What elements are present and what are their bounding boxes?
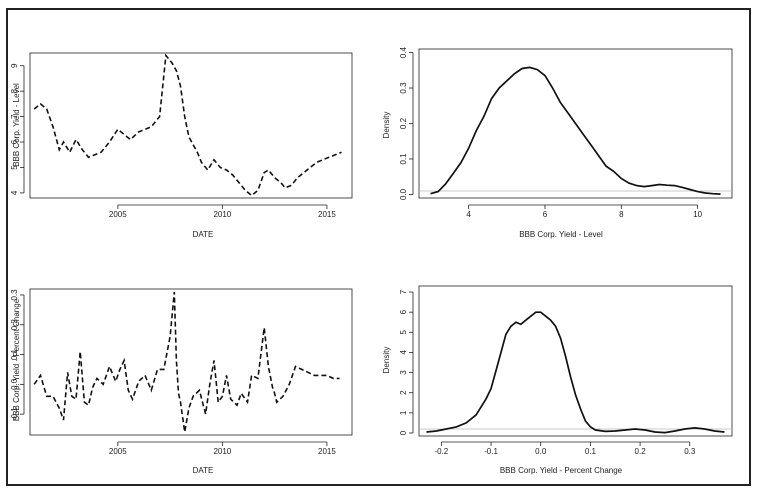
y-tick-label: 3 xyxy=(399,370,408,375)
y-axis: 0.0 0.1 0.2 0.3 0.4 xyxy=(399,46,414,200)
x-axis: -0.2 -0.1 0.0 0.1 0.2 0.3 xyxy=(434,441,696,456)
x-axis-label: BBB Corp. Yield - Level xyxy=(519,230,603,239)
y-axis: 4 5 6 7 8 9 xyxy=(10,63,25,195)
y-tick-label: 0.3 xyxy=(10,289,19,301)
y-tick-label: 5 xyxy=(399,330,408,335)
y-tick-label: 0 xyxy=(399,430,408,435)
series-line xyxy=(33,53,342,197)
x-axis-label: BBB Corp. Yield - Percent Change xyxy=(500,466,623,475)
y-tick-label: 0.0 xyxy=(399,188,408,200)
panel-pct-density: -0.2 -0.1 0.0 0.1 0.2 0.3 0 1 2 3 4 5 6 7 BBB Corp. … xyxy=(382,285,733,475)
x-tick-label: 6 xyxy=(543,210,548,219)
y-axis-label: Density xyxy=(382,347,391,374)
plot-box xyxy=(418,285,733,437)
panel-pct-timeseries: 2005 2010 2015 -0.1 0.0 0.1 0.2 0.3 DATE BBB C… xyxy=(10,288,353,475)
y-tick-label: 5 xyxy=(10,165,19,170)
y-tick-label: 4 xyxy=(10,190,19,195)
x-tick-label: 0.2 xyxy=(635,447,647,456)
x-axis: 4 6 8 10 xyxy=(466,204,703,219)
x-tick-label: 2010 xyxy=(213,210,231,219)
y-tick-label: 9 xyxy=(10,63,19,68)
y-tick-label: 2 xyxy=(399,390,408,395)
y-axis-label: BBB Corp. Yield - Percent Change xyxy=(12,298,21,421)
y-tick-label: 6 xyxy=(10,139,19,144)
series-line xyxy=(33,291,340,433)
x-tick-label: 0.3 xyxy=(684,447,696,456)
x-tick-label: 2005 xyxy=(109,447,127,456)
plot-box xyxy=(418,48,733,199)
y-tick-label: 7 xyxy=(10,114,19,119)
x-tick-label: 10 xyxy=(693,210,702,219)
x-tick-label: 0.0 xyxy=(535,447,547,456)
y-tick-label: 6 xyxy=(399,309,408,314)
y-tick-label: -0.1 xyxy=(10,407,19,421)
panel-level-timeseries: 2005 2010 2015 4 5 6 7 8 9 DATE BBB Corp. Yield… xyxy=(10,52,353,239)
y-tick-label: 4 xyxy=(399,350,408,355)
x-axis: 2005 2010 2015 xyxy=(109,204,336,219)
y-axis-label: Density xyxy=(382,112,391,139)
y-tick-label: 0.1 xyxy=(399,153,408,165)
y-tick-label: 7 xyxy=(399,289,408,294)
y-tick-label: 1 xyxy=(399,410,408,415)
x-axis: 2005 2010 2015 xyxy=(109,441,336,456)
y-tick-label: 0.1 xyxy=(10,348,19,360)
x-tick-label: 2015 xyxy=(318,210,336,219)
y-tick-label: 0.2 xyxy=(399,117,408,129)
y-tick-label: 0.0 xyxy=(10,378,19,390)
plot-box xyxy=(29,52,353,199)
x-tick-label: -0.1 xyxy=(484,447,498,456)
y-tick-label: 8 xyxy=(10,88,19,93)
density-line xyxy=(426,311,725,434)
x-tick-label: -0.2 xyxy=(434,447,448,456)
density-line xyxy=(430,66,721,195)
y-axis-label: BBB Corp. Yield - Level xyxy=(12,83,21,167)
y-axis: -0.1 0.0 0.1 0.2 0.3 xyxy=(10,289,25,421)
y-tick-label: 0.3 xyxy=(399,82,408,94)
figure-frame xyxy=(6,8,751,486)
x-tick-label: 2010 xyxy=(213,447,231,456)
y-tick-label: 0.2 xyxy=(10,319,19,331)
panel-level-density: 4 6 8 10 0.0 0.1 0.2 0.3 0.4 BBB Corp. Yield - … xyxy=(382,46,733,239)
y-axis: 0 1 2 3 4 5 6 7 xyxy=(399,289,414,435)
x-tick-label: 2015 xyxy=(318,447,336,456)
plot-box xyxy=(29,288,353,436)
x-tick-label: 2005 xyxy=(109,210,127,219)
y-tick-label: 0.4 xyxy=(399,46,408,58)
x-tick-label: 0.1 xyxy=(585,447,597,456)
x-tick-label: 4 xyxy=(466,210,471,219)
x-axis-label: DATE xyxy=(193,230,214,239)
x-tick-label: 8 xyxy=(619,210,624,219)
x-axis-label: DATE xyxy=(193,466,214,475)
